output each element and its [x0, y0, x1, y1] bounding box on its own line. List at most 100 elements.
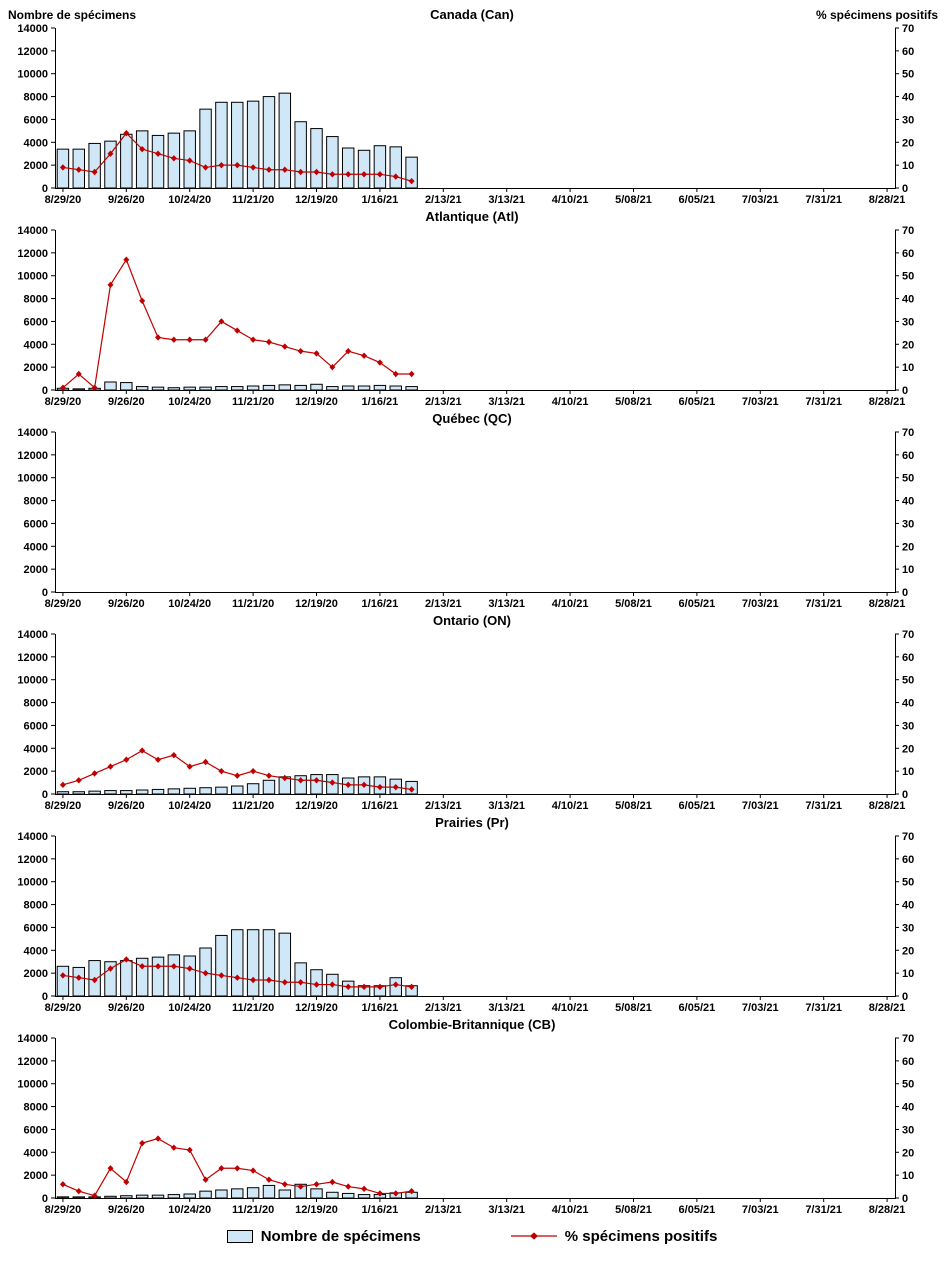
svg-text:8000: 8000 [24, 900, 48, 912]
svg-text:50: 50 [902, 675, 914, 687]
svg-text:6000: 6000 [24, 1124, 48, 1136]
svg-text:12000: 12000 [17, 450, 48, 462]
svg-text:6000: 6000 [24, 720, 48, 732]
svg-text:9/26/20: 9/26/20 [108, 396, 145, 408]
svg-text:8000: 8000 [24, 92, 48, 104]
svg-text:30: 30 [902, 1124, 914, 1136]
axis-frame [55, 28, 896, 189]
svg-text:70: 70 [902, 428, 914, 439]
legend: Nombre de spécimens % spécimens positifs [0, 1224, 944, 1248]
svg-text:8/29/20: 8/29/20 [45, 1002, 82, 1014]
svg-text:0: 0 [902, 183, 908, 195]
svg-text:1/16/21: 1/16/21 [362, 194, 399, 206]
svg-text:7/31/21: 7/31/21 [805, 1002, 842, 1014]
right-axis-labels: 0 10 20 30 40 50 60 70 [895, 1034, 914, 1205]
chart-canvas: 0 2000 4000 6000 8000 10000 12000 14000 0 10 20 30 4… [17, 1034, 914, 1216]
svg-text:60: 60 [902, 46, 914, 58]
positivity-line [59, 129, 415, 185]
svg-text:60: 60 [902, 1056, 914, 1068]
left-axis-labels: 0 2000 4000 6000 8000 10000 12000 14000 [17, 24, 55, 195]
svg-text:7/31/21: 7/31/21 [805, 800, 842, 812]
axis-frame [55, 432, 896, 593]
svg-text:2000: 2000 [24, 968, 48, 980]
svg-text:0: 0 [902, 587, 908, 599]
svg-text:4/10/21: 4/10/21 [552, 194, 589, 206]
svg-text:50: 50 [902, 271, 914, 283]
svg-text:5/08/21: 5/08/21 [615, 1002, 652, 1014]
svg-text:8/29/20: 8/29/20 [45, 598, 82, 610]
svg-text:3/13/21: 3/13/21 [488, 598, 525, 610]
svg-text:9/26/20: 9/26/20 [108, 194, 145, 206]
right-axis-labels: 0 10 20 30 40 50 60 70 [895, 832, 914, 1003]
svg-text:0: 0 [902, 991, 908, 1003]
legend-item-positivity: % spécimens positifs [510, 1228, 717, 1245]
chart-title: Canada (Can) [430, 7, 514, 22]
svg-text:2000: 2000 [24, 1170, 48, 1182]
svg-text:7/31/21: 7/31/21 [805, 396, 842, 408]
x-axis-labels: 8/29/20 9/26/20 10/24/20 11/21/20 12/19/20 1/… [45, 390, 905, 408]
svg-text:30: 30 [902, 518, 914, 530]
x-axis-labels: 8/29/20 9/26/20 10/24/20 11/21/20 12/19/20 1/… [45, 794, 905, 812]
svg-text:1/16/21: 1/16/21 [362, 598, 399, 610]
svg-text:30: 30 [902, 720, 914, 732]
svg-text:50: 50 [902, 1079, 914, 1091]
svg-text:12/19/20: 12/19/20 [295, 598, 338, 610]
svg-text:70: 70 [902, 226, 914, 237]
svg-text:4000: 4000 [24, 1147, 48, 1159]
svg-text:9/26/20: 9/26/20 [108, 1204, 145, 1216]
svg-text:12/19/20: 12/19/20 [295, 194, 338, 206]
chart-3: Ontario (ON) 0 2000 4000 6000 8000 10000 12000 1… [0, 610, 944, 812]
svg-text:6/05/21: 6/05/21 [679, 1002, 716, 1014]
svg-text:70: 70 [902, 1034, 914, 1045]
svg-text:8000: 8000 [24, 1102, 48, 1114]
svg-text:10: 10 [902, 766, 914, 778]
svg-text:9/26/20: 9/26/20 [108, 800, 145, 812]
right-axis-title: % spécimens positifs [815, 8, 938, 22]
svg-text:0: 0 [42, 789, 48, 801]
specimens-bars [56, 381, 418, 391]
svg-text:2000: 2000 [24, 564, 48, 576]
specimens-bars [56, 92, 418, 189]
svg-text:8/29/20: 8/29/20 [45, 800, 82, 812]
svg-text:2/13/21: 2/13/21 [425, 1204, 462, 1216]
right-axis-labels: 0 10 20 30 40 50 60 70 [895, 226, 914, 397]
svg-text:0: 0 [42, 183, 48, 195]
svg-text:10/24/20: 10/24/20 [168, 800, 211, 812]
legend-specimens-label: Nombre de spécimens [260, 1227, 421, 1245]
right-axis-labels: 0 10 20 30 40 50 60 70 [895, 24, 914, 195]
svg-text:6000: 6000 [24, 316, 48, 328]
legend-item-specimens: Nombre de spécimens [226, 1227, 421, 1245]
svg-text:10000: 10000 [17, 675, 48, 687]
svg-text:6/05/21: 6/05/21 [679, 598, 716, 610]
svg-text:1/16/21: 1/16/21 [362, 1002, 399, 1014]
chart-title: Colombie-Britannique (CB) [388, 1017, 556, 1032]
svg-text:2000: 2000 [24, 766, 48, 778]
chart-title: Ontario (ON) [433, 613, 511, 628]
right-axis-labels: 0 10 20 30 40 50 60 70 [895, 630, 914, 801]
svg-text:50: 50 [902, 69, 914, 81]
svg-text:9/26/20: 9/26/20 [108, 598, 145, 610]
svg-text:5/08/21: 5/08/21 [615, 194, 652, 206]
axis-frame [55, 836, 896, 997]
svg-text:30: 30 [902, 114, 914, 126]
svg-text:14000: 14000 [17, 226, 48, 237]
svg-text:7/03/21: 7/03/21 [742, 800, 779, 812]
svg-text:3/13/21: 3/13/21 [488, 194, 525, 206]
svg-text:8000: 8000 [24, 496, 48, 508]
svg-text:40: 40 [902, 1102, 914, 1114]
svg-text:7/31/21: 7/31/21 [805, 598, 842, 610]
svg-text:11/21/20: 11/21/20 [232, 1204, 274, 1216]
chart-0: Canada (Can) 0 2000 4000 6000 8000 10000 12000 1… [0, 4, 944, 206]
svg-text:4000: 4000 [24, 945, 48, 957]
chart-4: Prairies (Pr) 0 2000 4000 6000 8000 10000 12000… [0, 812, 944, 1014]
chart-canvas: 0 2000 4000 6000 8000 10000 12000 14000 0 10 20 30 4… [17, 428, 914, 610]
svg-text:0: 0 [902, 1193, 908, 1205]
svg-text:70: 70 [902, 832, 914, 843]
chart-title: Prairies (Pr) [435, 815, 509, 830]
chart-canvas: 0 2000 4000 6000 8000 10000 12000 14000 0 10 20 30 4… [17, 24, 914, 206]
svg-text:7/03/21: 7/03/21 [742, 598, 779, 610]
svg-text:8/28/21: 8/28/21 [869, 1204, 906, 1216]
x-axis-labels: 8/29/20 9/26/20 10/24/20 11/21/20 12/19/20 1/… [45, 1198, 906, 1216]
svg-text:12000: 12000 [17, 46, 48, 58]
svg-text:10: 10 [902, 362, 914, 374]
